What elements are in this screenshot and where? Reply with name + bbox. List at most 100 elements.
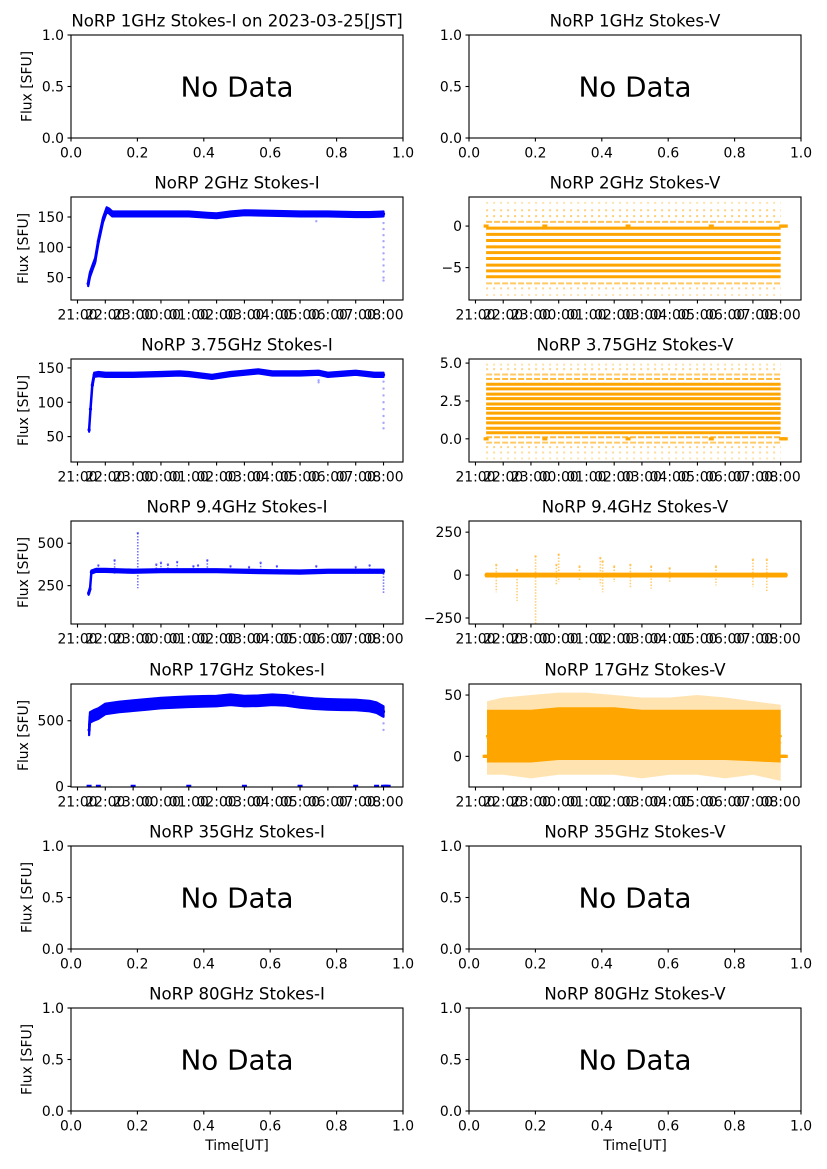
data-point <box>229 564 232 568</box>
subplot-17ghz-stokes-v: NoRP 17GHz Stokes-V21:0022:0023:0000:000… <box>444 661 802 811</box>
x-tick-label: 07:00 <box>336 632 376 648</box>
x-tick-label: 07:00 <box>336 470 376 486</box>
data-point <box>368 212 372 217</box>
data-point <box>159 561 163 564</box>
data-point <box>765 558 768 561</box>
data-point <box>485 734 489 738</box>
x-tick-label: 0.2 <box>126 1119 148 1135</box>
x-tick-label: 21:00 <box>57 795 97 811</box>
subplot-80ghz-stokes-v: NoRP 80GHz Stokes-V0.0 0.2 0.4 0.6 0.8 1.00.0… <box>440 985 812 1155</box>
data-band <box>87 206 385 288</box>
data-point <box>103 568 107 572</box>
x-axis: 21:0022:0023:0000:0001:0002:0003:0004:00… <box>57 787 404 811</box>
data-point <box>601 560 604 563</box>
outlier-point <box>382 252 385 255</box>
x-tick-label: 08:00 <box>364 795 404 811</box>
x-tick-label: 01:00 <box>566 470 606 486</box>
x-tick-label: 06:00 <box>308 632 348 648</box>
y-axis-label: Flux [SFU] <box>16 700 32 771</box>
data-point <box>131 212 135 216</box>
y-axis: 50 100 150 <box>37 210 71 287</box>
x-tick-label: 22:00 <box>85 470 125 486</box>
x-axis: 0.0 0.2 0.4 0.6 0.8 1.0 <box>458 138 812 162</box>
y-axis: 0.0 0.5 1.0 <box>42 839 71 958</box>
data-point <box>495 563 498 566</box>
x-tick-label: 21:00 <box>57 308 97 324</box>
x-tick-label: 1.0 <box>392 1119 414 1135</box>
y-tick-label: 500 <box>37 714 64 730</box>
y-tick-label: 0.0 <box>440 131 462 147</box>
x-axis: 0.0 0.2 0.4 0.6 0.8 1.0 <box>60 1111 414 1135</box>
x-tick-label: 03:00 <box>622 795 662 811</box>
data-point <box>270 371 274 376</box>
data-point <box>782 754 788 758</box>
data-point <box>97 564 100 567</box>
data-point <box>354 703 358 707</box>
data-point <box>625 224 631 228</box>
x-tick-label: 1.0 <box>790 957 812 973</box>
data-point <box>175 560 179 564</box>
x-tick-label: 23:00 <box>511 632 551 648</box>
series-markers <box>86 784 391 787</box>
no-data-label: No Data <box>180 1044 293 1077</box>
x-tick-label: 21:00 <box>455 795 495 811</box>
x-tick-label: 02:00 <box>197 632 237 648</box>
data-point <box>696 733 699 737</box>
x-tick-label: 0.0 <box>458 146 480 162</box>
data-point <box>270 211 274 215</box>
y-tick-label: 500 <box>37 536 64 552</box>
x-tick-label: 01:00 <box>566 632 606 648</box>
plot-title: NoRP 3.75GHz Stokes-I <box>141 336 333 355</box>
x-tick-label: 1.0 <box>790 146 812 162</box>
x-tick-label: 07:00 <box>733 470 773 486</box>
y-tick-label: 1.0 <box>42 839 64 855</box>
data-point <box>177 371 182 376</box>
subplot-1ghz-stokes-i: NoRP 1GHz Stokes-I on 2023-03-25[JST]0.0… <box>20 12 415 162</box>
x-tick-label: 21:00 <box>455 632 495 648</box>
y-tick-label: −250 <box>424 611 462 627</box>
x-tick-label: 22:00 <box>483 308 523 324</box>
outlier-point <box>87 733 91 736</box>
data-point <box>242 699 247 703</box>
subplot-9p4ghz-stokes-v: NoRP 9.4GHz Stokes-V 21:0022:0023:0000:00… <box>424 498 802 648</box>
plot-title: NoRP 2GHz Stokes-V <box>550 174 721 193</box>
outlier-point <box>382 279 385 282</box>
axes-frame <box>70 683 404 788</box>
data-point <box>186 784 192 787</box>
x-tick-label: 0.6 <box>259 146 281 162</box>
x-tick-label: 03:00 <box>224 632 264 648</box>
x-tick-label: 03:00 <box>224 795 264 811</box>
x-tick-label: 0.0 <box>60 957 82 973</box>
y-tick-label: 0.0 <box>440 432 462 448</box>
x-tick-label: 0.4 <box>591 146 613 162</box>
x-tick-label: 02:00 <box>594 795 634 811</box>
data-point <box>779 734 782 738</box>
data-point <box>723 733 727 737</box>
x-tick-label: 00:00 <box>141 632 181 648</box>
x-tick-label: 08:00 <box>761 470 801 486</box>
data-point <box>92 713 96 718</box>
data-point <box>242 211 247 215</box>
x-tick-label: 02:00 <box>594 632 634 648</box>
x-tick-label: 08:00 <box>761 308 801 324</box>
data-point <box>247 565 251 569</box>
data-point <box>88 272 92 277</box>
y-axis: 0.0 0.5 1.0 <box>440 839 469 958</box>
x-tick-label: 04:00 <box>252 795 292 811</box>
y-tick-label: 0.5 <box>440 1053 462 1069</box>
outlier-point <box>382 264 385 267</box>
x-axis: 0.0 0.2 0.4 0.6 0.8 1.0 <box>60 138 414 162</box>
data-point <box>214 699 219 703</box>
x-tick-label: 05:00 <box>677 470 717 486</box>
x-tick-label: 07:00 <box>733 308 773 324</box>
data-point <box>298 570 302 574</box>
y-tick-label: 1.0 <box>42 1001 64 1017</box>
x-tick-label: 00:00 <box>539 795 579 811</box>
data-point <box>166 563 170 566</box>
subplot-2ghz-stokes-v: NoRP 2GHz Stokes-V 21:0022:0023:0000:0001… <box>442 174 802 324</box>
data-point <box>354 212 358 217</box>
outlier-point <box>382 240 385 243</box>
data-point <box>629 563 632 566</box>
x-tick-label: 0.4 <box>193 146 215 162</box>
x-tick-label: 22:00 <box>85 308 125 324</box>
